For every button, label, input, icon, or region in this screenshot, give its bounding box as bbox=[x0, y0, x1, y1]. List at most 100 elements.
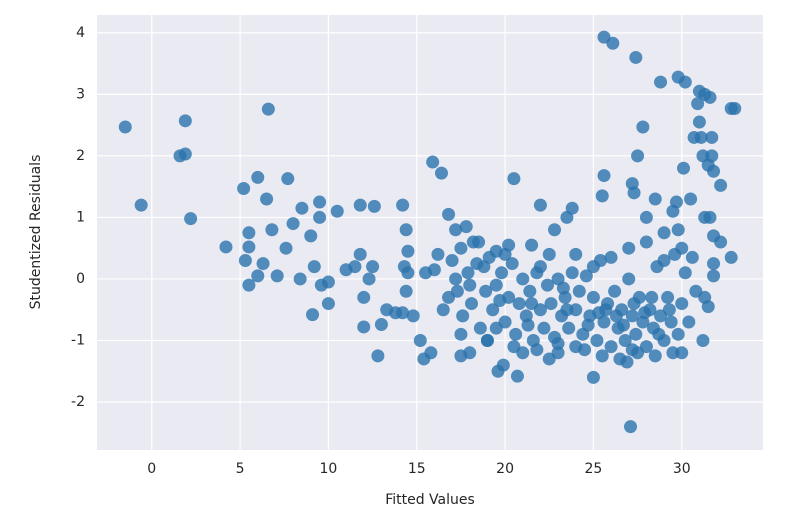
point bbox=[413, 333, 427, 347]
point bbox=[569, 247, 583, 261]
point bbox=[454, 241, 468, 255]
point bbox=[664, 315, 678, 329]
point bbox=[507, 340, 521, 354]
point bbox=[242, 278, 256, 292]
point bbox=[509, 327, 523, 341]
plot-area bbox=[97, 15, 763, 450]
point bbox=[321, 275, 335, 289]
point bbox=[118, 120, 132, 134]
point bbox=[237, 182, 251, 196]
point bbox=[516, 272, 530, 286]
y-tick-label: -2 bbox=[71, 394, 85, 410]
point bbox=[526, 333, 540, 347]
point bbox=[657, 253, 671, 267]
point bbox=[493, 293, 507, 307]
point bbox=[304, 229, 318, 243]
point bbox=[313, 195, 327, 209]
point bbox=[613, 352, 627, 366]
point bbox=[604, 250, 618, 264]
point bbox=[396, 198, 410, 212]
point bbox=[330, 204, 344, 218]
point bbox=[442, 290, 456, 304]
point bbox=[507, 172, 521, 186]
point bbox=[424, 346, 438, 360]
point bbox=[548, 223, 562, 237]
point bbox=[242, 240, 256, 254]
point bbox=[661, 290, 675, 304]
x-tick-label: 15 bbox=[408, 461, 426, 477]
point bbox=[442, 207, 456, 221]
point bbox=[321, 297, 335, 311]
point bbox=[604, 340, 618, 354]
point bbox=[374, 317, 388, 331]
point bbox=[648, 192, 662, 206]
point bbox=[631, 149, 645, 163]
point bbox=[238, 253, 252, 267]
point bbox=[260, 192, 274, 206]
point bbox=[657, 226, 671, 240]
point bbox=[461, 266, 475, 280]
point bbox=[357, 290, 371, 304]
point bbox=[627, 186, 641, 200]
point bbox=[728, 102, 742, 116]
point bbox=[480, 333, 494, 347]
point bbox=[694, 130, 708, 144]
point bbox=[313, 210, 327, 224]
point bbox=[456, 309, 470, 323]
point bbox=[134, 198, 148, 212]
point bbox=[295, 201, 309, 215]
point bbox=[627, 297, 641, 311]
point bbox=[636, 120, 650, 134]
point bbox=[477, 260, 491, 274]
point bbox=[565, 266, 579, 280]
point bbox=[556, 281, 570, 295]
point bbox=[622, 272, 636, 286]
point bbox=[689, 284, 703, 298]
point bbox=[353, 247, 367, 261]
point bbox=[579, 269, 593, 283]
x-tick-label: 0 bbox=[147, 461, 156, 477]
point bbox=[595, 189, 609, 203]
point bbox=[705, 130, 719, 144]
point bbox=[472, 235, 486, 249]
x-tick-label: 5 bbox=[236, 461, 245, 477]
point bbox=[622, 241, 636, 255]
point bbox=[595, 349, 609, 363]
point bbox=[256, 257, 270, 271]
point bbox=[525, 238, 539, 252]
point bbox=[724, 250, 738, 264]
point bbox=[533, 198, 547, 212]
point bbox=[496, 358, 510, 372]
point bbox=[677, 161, 691, 175]
point bbox=[678, 266, 692, 280]
point bbox=[586, 260, 600, 274]
point bbox=[618, 333, 632, 347]
point bbox=[521, 318, 535, 332]
point bbox=[459, 220, 473, 234]
point bbox=[427, 263, 441, 277]
point bbox=[629, 327, 643, 341]
point bbox=[406, 309, 420, 323]
point bbox=[696, 333, 710, 347]
point bbox=[666, 204, 680, 218]
x-tick-label: 10 bbox=[320, 461, 338, 477]
point bbox=[510, 369, 524, 383]
point bbox=[648, 349, 662, 363]
point bbox=[353, 198, 367, 212]
point bbox=[652, 327, 666, 341]
point bbox=[714, 178, 728, 192]
point bbox=[705, 149, 719, 163]
point bbox=[638, 306, 652, 320]
point bbox=[581, 318, 595, 332]
point bbox=[348, 260, 362, 274]
point bbox=[307, 260, 321, 274]
point bbox=[251, 170, 265, 184]
point bbox=[654, 75, 668, 89]
point bbox=[251, 269, 265, 283]
point bbox=[178, 114, 192, 128]
point bbox=[533, 260, 547, 274]
point bbox=[551, 337, 565, 351]
point bbox=[495, 266, 509, 280]
point bbox=[714, 235, 728, 249]
y-tick-label: 1 bbox=[76, 209, 85, 225]
